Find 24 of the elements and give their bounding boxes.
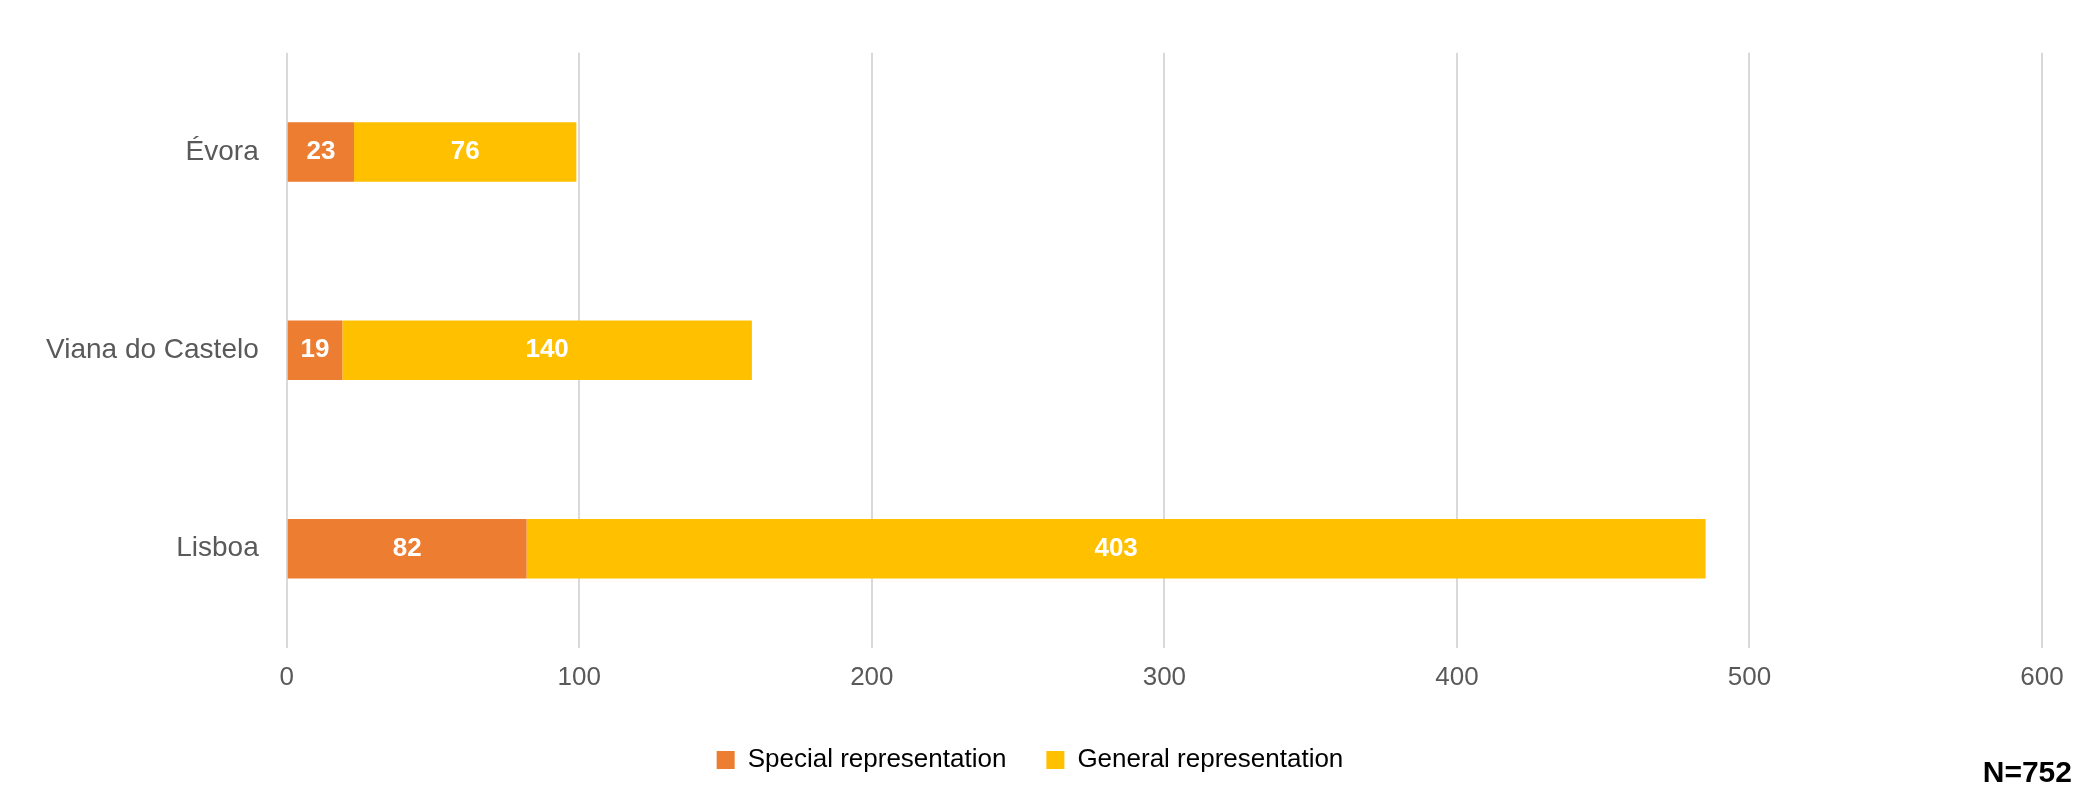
legend-label: Special representation	[747, 743, 1007, 774]
x-tick-label: 400	[1435, 660, 1479, 691]
x-tick-label: 0	[279, 660, 294, 691]
bar	[287, 518, 527, 579]
data-label: 23	[306, 135, 336, 166]
y-tick-label: Évora	[185, 134, 260, 166]
x-tick-label: 300	[1142, 660, 1187, 691]
x-tick-label: 500	[1727, 660, 1772, 691]
data-label: 403	[1094, 531, 1138, 562]
x-tick-label: 600	[2020, 660, 2064, 691]
data-label: 76	[450, 135, 480, 166]
y-tick-label: Viana do Castelo	[46, 333, 259, 365]
data-label: 19	[300, 333, 330, 364]
y-tick-label: Lisboa	[176, 531, 260, 563]
x-tick-label: 100	[557, 660, 601, 691]
legend-label: General representation	[1077, 743, 1344, 774]
text: N=752	[1982, 755, 2072, 789]
bar	[354, 122, 577, 182]
data-label: 140	[525, 333, 569, 364]
x-tick-label: 200	[850, 660, 894, 691]
bar	[526, 518, 1706, 579]
bar	[287, 122, 355, 182]
bar	[342, 320, 752, 381]
data-label: 82	[392, 531, 422, 562]
